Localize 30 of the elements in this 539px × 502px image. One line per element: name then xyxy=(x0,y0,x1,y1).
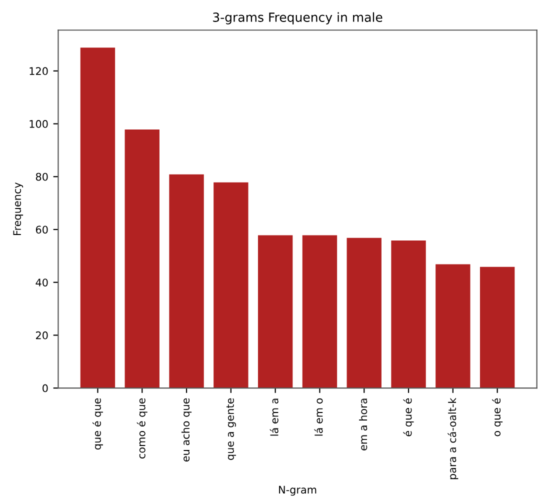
bar xyxy=(390,240,427,388)
bar xyxy=(479,266,516,388)
bar xyxy=(302,234,338,388)
x-tick-label: em a hora xyxy=(359,398,368,450)
x-tick-label: é que é xyxy=(403,398,414,436)
x-tick-label: que a gente xyxy=(226,398,236,460)
bar xyxy=(124,128,160,388)
y-tick-label: 100 xyxy=(30,120,48,128)
y-tick-label: 60 xyxy=(36,226,48,234)
x-tick-label: para a cá-oalt-k xyxy=(448,398,458,480)
x-axis-title: N-gram xyxy=(279,486,316,496)
x-tick-label: que é que xyxy=(92,398,103,450)
y-axis-title: Frequency xyxy=(13,182,24,235)
bar xyxy=(212,182,250,388)
y-tick-label: 80 xyxy=(36,172,48,181)
x-tick-label: lá em o xyxy=(314,398,323,436)
x-tick-label: lá em a xyxy=(270,398,278,436)
bar xyxy=(346,237,382,388)
x-tick-label: como é que xyxy=(136,398,148,458)
x-tick-label: eu acho que xyxy=(181,398,192,462)
y-tick-label: 40 xyxy=(36,278,48,286)
bar xyxy=(257,234,294,388)
bar xyxy=(168,174,205,388)
bar xyxy=(80,46,116,388)
x-tick-label: o que é xyxy=(492,398,503,436)
bar xyxy=(434,263,472,388)
y-tick-label: 120 xyxy=(30,67,48,76)
chart-title: 3-grams Frequency in male xyxy=(213,12,382,24)
y-tick-label: 0 xyxy=(42,384,48,392)
y-tick-label: 20 xyxy=(36,331,48,340)
